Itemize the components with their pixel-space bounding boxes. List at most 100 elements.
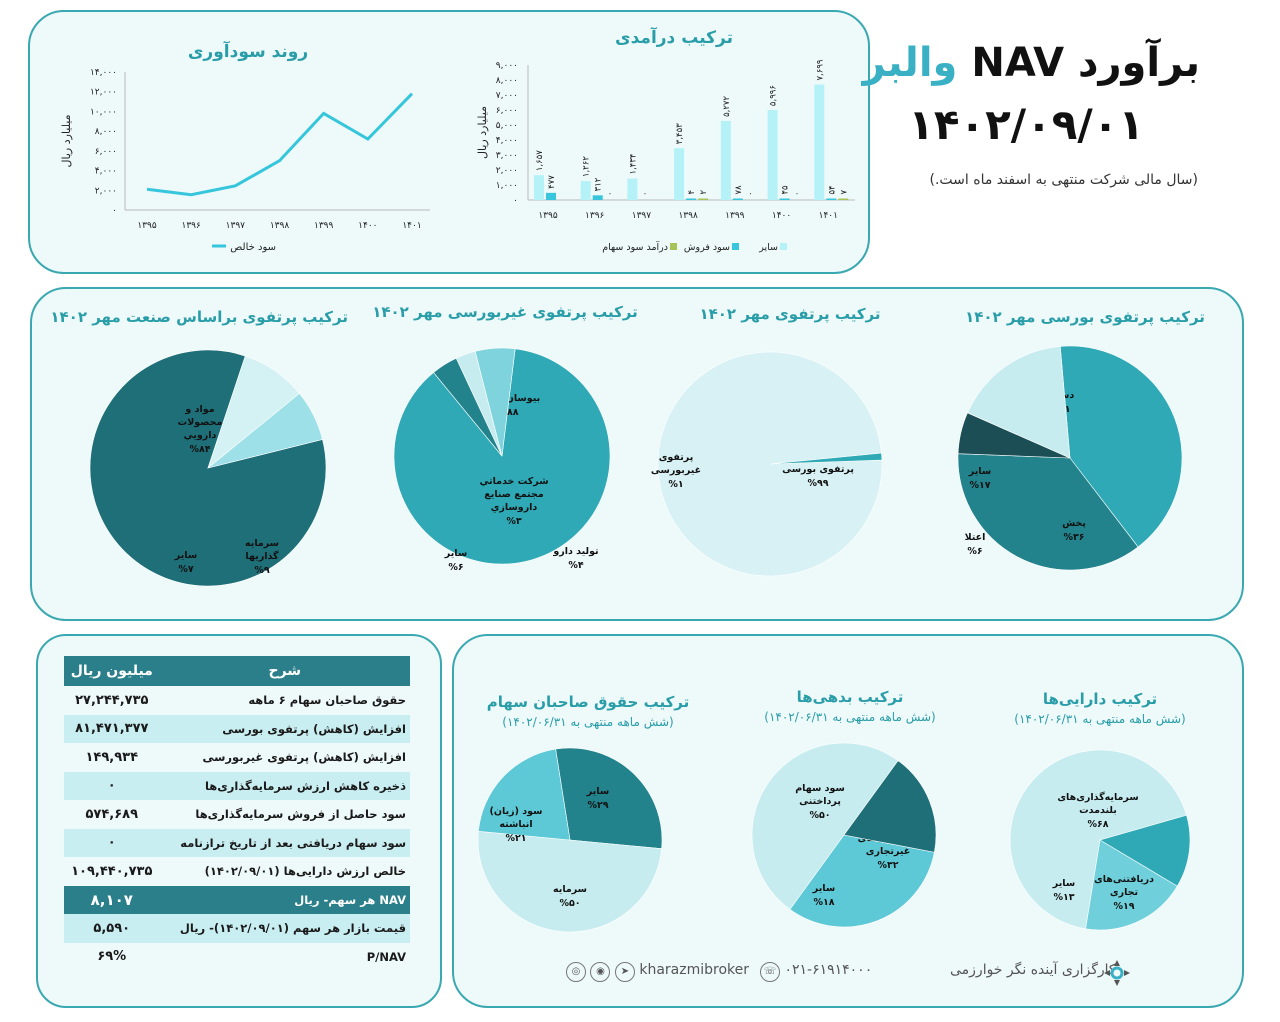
instagram-icon[interactable]: ◉ bbox=[590, 962, 611, 982]
report-date: ۱۴۰۲/۰۹/۰۱ bbox=[908, 100, 1144, 149]
legend-swatch bbox=[780, 243, 787, 250]
bar-2 bbox=[838, 198, 849, 200]
legend-label: سایر bbox=[758, 242, 778, 253]
social-handle[interactable]: kharazmibroker bbox=[639, 962, 750, 978]
profit-trend-title: روند سودآوری bbox=[187, 42, 309, 62]
slice-value: %۱۷ bbox=[969, 480, 990, 491]
row-desc: خالص ارزش دارایی‌ها (۱۴۰۲/۰۹/۰۱) bbox=[204, 864, 406, 879]
table-row-nav: NAV هر سهم- ریال ۸,۱۰۷ bbox=[64, 885, 410, 914]
bar-0 bbox=[720, 120, 731, 200]
slice-label: شرکت خدماتي مجتمع صنايع داروسازي bbox=[479, 476, 548, 513]
y-tick-label: ۲,۰۰۰ bbox=[95, 186, 117, 196]
bar-data-label: ۱,۴۳۴ bbox=[628, 154, 638, 175]
slice-label: سرمایه گذاریها bbox=[245, 538, 279, 562]
industry-portfolio-pie: مواد و محصولات دارويي %۸۴ سرمایه گذاریها %۹ سای… bbox=[89, 349, 327, 587]
table-row: حقوق صاحبان سهام ۶ ماهه ۲۷,۲۴۴,۷۳۵ bbox=[64, 686, 410, 715]
bar-data-label: ۴۷۷ bbox=[547, 175, 557, 189]
phone-number: ۰۲۱-۶۱۹۱۴۰۰۰ bbox=[784, 962, 873, 978]
equity-subtitle: (شش ماهه منتهی به ۱۴۰۲/۰۶/۳۱) bbox=[502, 715, 674, 729]
bar-0 bbox=[580, 181, 591, 200]
row-desc: حقوق صاحبان سهام ۶ ماهه bbox=[248, 693, 406, 708]
row-value: ۸۱,۴۷۱,۳۷۷ bbox=[64, 714, 160, 743]
row-value: ۶۹% bbox=[97, 949, 127, 965]
y-tick-label: ۱۲,۰۰۰ bbox=[90, 88, 117, 98]
bar-data-label: ۰ bbox=[606, 191, 616, 196]
liabilities-subtitle: (شش ماهه منتهی به ۱۴۰۲/۰۶/۳۱) bbox=[764, 710, 936, 724]
slice-value: %۱۸ bbox=[813, 897, 834, 908]
pie-slice bbox=[843, 760, 937, 853]
slice-value: %۷ bbox=[178, 564, 194, 575]
legend-swatch bbox=[732, 243, 739, 250]
x-tick-label: ۱۴۰۰ bbox=[358, 221, 377, 231]
row-desc: ذخیره کاهش ارزش سرمایه‌گذاری‌ها bbox=[159, 771, 410, 800]
equity-title: ترکیب حقوق صاحبان سهام bbox=[486, 693, 690, 711]
x-tick-label: ۱۳۹۶ bbox=[181, 221, 201, 231]
title-prefix: برآورد NAV bbox=[971, 40, 1200, 86]
bar-data-label: ۴۵ bbox=[781, 185, 791, 195]
y-tick-label: ۵,۰۰۰ bbox=[496, 121, 518, 131]
income-mix-chart: ۰ ۱,۰۰۰ ۲,۰۰۰ ۳,۰۰۰ ۴,۰۰۰ ۵,۰۰۰ ۶,۰۰۰ ۷,۰۰۰ ۸,۰۰… bbox=[476, 59, 855, 253]
bar-data-label: ۳,۴۵۳ bbox=[675, 123, 685, 144]
assets-title: ترکیب دارایی‌ها bbox=[1042, 690, 1158, 708]
send-icon[interactable]: ➤ bbox=[614, 962, 635, 982]
bar-0 bbox=[674, 148, 685, 200]
slice-label: پرتفوی غیربورسی bbox=[651, 452, 701, 476]
telegram-icon[interactable]: ◎ bbox=[566, 962, 586, 982]
x-tick-label: ۱۳۹۸ bbox=[270, 221, 290, 231]
x-tick-label: ۱۳۹۷ bbox=[226, 221, 246, 231]
bar-data-label: ۵,۲۷۲ bbox=[722, 96, 732, 117]
phone-icon: ☏ bbox=[760, 962, 780, 982]
pie-slice bbox=[1009, 749, 1187, 930]
table-row: سود سهام دریافتی بعد از تاریخ ترازنامه ۰ bbox=[64, 828, 410, 857]
bar-1 bbox=[546, 192, 556, 200]
slice-label: سایر bbox=[968, 466, 991, 477]
slice-value: %۳۲ bbox=[877, 860, 898, 871]
y-tick-label: ۲,۰۰۰ bbox=[496, 166, 518, 176]
y-tick-label: ۱۰,۰۰۰ bbox=[90, 107, 117, 117]
table-row: سود حاصل از فروش سرمایه‌گذاری‌ها ۵۷۴,۶۸۹ bbox=[64, 800, 410, 829]
y-tick-label: ۸,۰۰۰ bbox=[496, 76, 518, 86]
table-row: خالص ارزش دارایی‌ها (۱۴۰۲/۰۹/۰۱) ۱۰۹,۴۴۰,… bbox=[64, 857, 410, 886]
pie-slice bbox=[1099, 814, 1191, 887]
bar-1 bbox=[592, 195, 603, 200]
profit-trend-chart: ۰ ۲,۰۰۰ ۴,۰۰۰ ۶,۰۰۰ ۸,۰۰۰ ۱۰,۰۰۰ ۱۲,۰۰۰ ۱۴,۰۰۰ ۱… bbox=[60, 68, 430, 253]
slice-value: %۴ bbox=[568, 560, 584, 571]
row-value: ۱۴۹,۹۳۴ bbox=[85, 749, 139, 765]
y-tick-label: ۰ bbox=[112, 206, 117, 216]
row-value: ۵,۵۹۰ bbox=[64, 914, 160, 943]
slice-label: سرمایه bbox=[553, 884, 587, 895]
row-desc: سود حاصل از فروش سرمایه‌گذاری‌ها bbox=[195, 807, 406, 822]
slice-label: تولید دارو bbox=[552, 546, 598, 557]
bar-data-label: ۲ bbox=[699, 190, 709, 195]
bar-data-label: ۰ bbox=[640, 191, 650, 196]
slice-label: سود (زیان) انباشته bbox=[490, 806, 543, 830]
pie-slice bbox=[789, 834, 935, 928]
slice-label: سود سهام پرداختنی bbox=[795, 783, 845, 807]
nav-table-panel bbox=[36, 634, 442, 1008]
y-tick-label: ۸,۰۰۰ bbox=[95, 127, 117, 137]
slice-value: %۲۱ bbox=[505, 833, 526, 844]
bar-data-label: ۵,۹۹۶ bbox=[769, 85, 779, 106]
table-row: قیمت بازار هر سهم (۱۴۰۲/۰۹/۰۱)- ریال ۵,۵۹… bbox=[64, 914, 410, 943]
bourse-portfolio-title: ترکیب پرتفوی بورسی مهر ۱۴۰۲ bbox=[965, 308, 1205, 326]
slice-label: پرتفوی بورسی bbox=[782, 464, 854, 475]
footer-company: کارگزاری آینده نگر خوارزمی bbox=[950, 962, 1116, 978]
assets-pie: سرمایه‌گذاری‌های بلندمدت %۶۸ دریافتنی‌های تج… bbox=[1009, 749, 1191, 931]
bar-data-label: ۱,۶۵۷ bbox=[535, 150, 545, 171]
x-tick-label: ۱۴۰۱ bbox=[819, 211, 838, 221]
pie-slice bbox=[474, 347, 516, 457]
bar-data-label: ۷,۶۹۹ bbox=[815, 59, 825, 80]
pie-slice bbox=[1085, 839, 1178, 931]
legend-label: سود فروش bbox=[684, 242, 730, 253]
bar-0 bbox=[627, 178, 638, 200]
slice-value: %۱ bbox=[668, 479, 683, 490]
row-value: ۰ bbox=[64, 828, 160, 857]
x-tick-label: ۱۳۹۵ bbox=[137, 221, 157, 231]
bar-data-label: ۰ bbox=[746, 191, 756, 196]
row-desc: P/NAV bbox=[366, 949, 406, 964]
bar-0 bbox=[814, 84, 825, 200]
bar-data-label: ۵۴ bbox=[827, 185, 837, 194]
slice-value: %۶ bbox=[967, 546, 982, 557]
slice-label: سایر bbox=[812, 883, 835, 894]
